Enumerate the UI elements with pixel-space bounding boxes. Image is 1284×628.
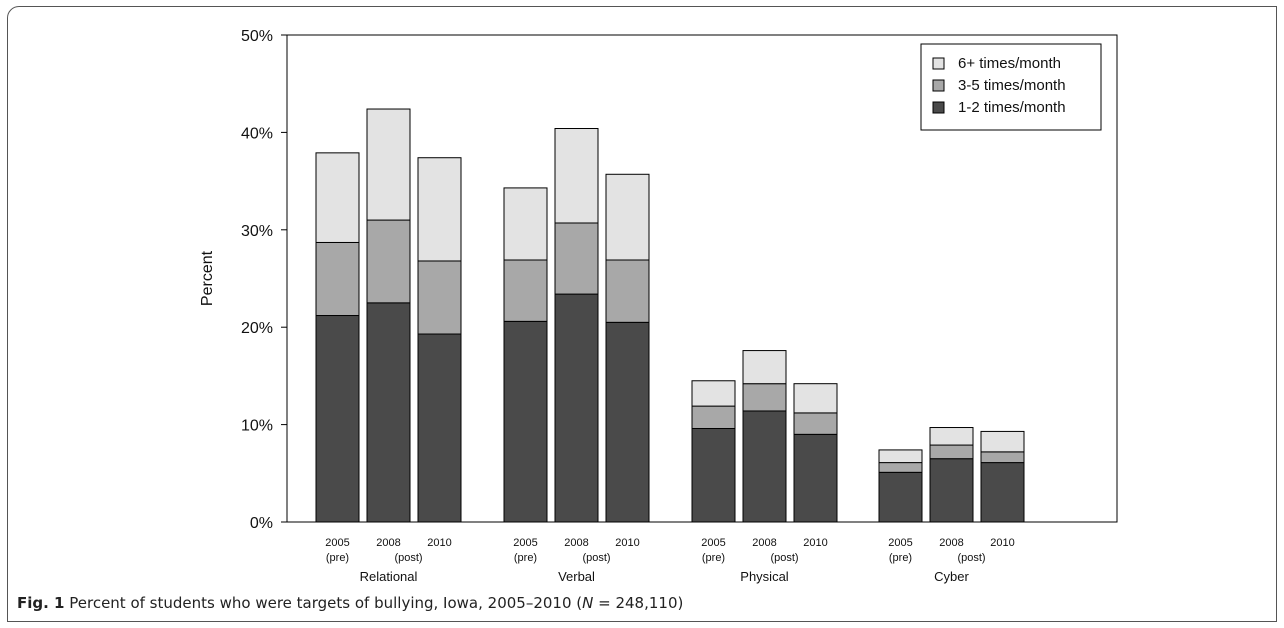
bar-segment-relational-2008-s0: [366, 302, 411, 523]
y-tick-label: 0%: [250, 515, 273, 532]
bar-segment-verbal-2010-s1: [605, 259, 650, 323]
bar-segment-cyber-2008-s2: [929, 427, 974, 446]
bar-year-label: 2005: [888, 537, 912, 549]
y-axis-label: Percent: [199, 250, 216, 306]
bar-period-label: (pre): [514, 552, 537, 564]
bar-segment-relational-2010-s1: [417, 260, 462, 335]
bar-segment-verbal-2005-s0: [503, 320, 548, 523]
bar-year-label: 2008: [376, 537, 400, 549]
y-tick-label: 20%: [241, 320, 273, 337]
bar-segment-verbal-2005-s2: [503, 187, 548, 261]
bar-segment-verbal-2008-s0: [554, 293, 599, 523]
bar-period-label: (pre): [702, 552, 725, 564]
bar-segment-relational-2008-s2: [366, 108, 411, 221]
bar-segment-physical-2008-s0: [742, 410, 787, 523]
caption-n-symbol: N: [582, 594, 594, 612]
bar-period-label: (post): [394, 552, 422, 564]
bar-year-label: 2008: [564, 537, 588, 549]
bar-year-label: 2010: [803, 537, 827, 549]
bar-segment-physical-2010-s2: [793, 383, 838, 414]
bar-segment-cyber-2005-s1: [878, 462, 923, 473]
bar-segment-physical-2010-s1: [793, 412, 838, 435]
group-label-verbal: Verbal: [558, 569, 595, 584]
bar-year-label: 2008: [939, 537, 963, 549]
group-label-relational: Relational: [360, 569, 418, 584]
figure-caption: Fig. 1 Percent of students who were targ…: [17, 594, 683, 612]
bar-year-label: 2010: [615, 537, 639, 549]
legend-label: 1-2 times/month: [958, 99, 1066, 116]
bar-year-label: 2010: [990, 537, 1014, 549]
bar-segment-physical-2005-s0: [691, 427, 736, 523]
bar-period-label: (post): [770, 552, 798, 564]
bar-segment-cyber-2008-s0: [929, 458, 974, 523]
bar-period-label: (pre): [889, 552, 912, 564]
group-label-physical: Physical: [740, 569, 789, 584]
bar-segment-verbal-2005-s1: [503, 259, 548, 322]
bar-segment-relational-2005-s1: [315, 241, 360, 317]
bar-year-label: 2005: [325, 537, 349, 549]
bar-segment-relational-2010-s2: [417, 157, 462, 262]
bar-segment-verbal-2010-s0: [605, 321, 650, 523]
bar-segment-verbal-2008-s2: [554, 128, 599, 224]
bar-segment-physical-2005-s2: [691, 380, 736, 407]
figure-frame: [7, 6, 1277, 622]
caption-text: Percent of students who were targets of …: [64, 594, 583, 612]
bar-period-label: (post): [957, 552, 985, 564]
bar-year-label: 2010: [427, 537, 451, 549]
legend-label: 6+ times/month: [958, 55, 1061, 72]
y-tick-label: 40%: [241, 125, 273, 142]
legend-box: [920, 43, 1102, 131]
y-tick-label: 50%: [241, 28, 273, 45]
stacked-bar-chart: 0% 10% 20% 30% 40% 50% Percent 2005 (pre) 2008 (po…: [199, 28, 1118, 584]
bar-segment-relational-2008-s1: [366, 219, 411, 304]
bar-segment-verbal-2010-s2: [605, 173, 650, 261]
bar-segment-physical-2005-s1: [691, 405, 736, 429]
group-label-cyber: Cyber: [934, 569, 969, 584]
bar-segment-cyber-2008-s1: [929, 444, 974, 460]
legend-swatch: [932, 57, 945, 70]
y-tick-label: 10%: [241, 418, 273, 435]
bar-year-label: 2008: [752, 537, 776, 549]
figure-label: Fig. 1: [17, 594, 65, 612]
bar-segment-physical-2010-s0: [793, 433, 838, 523]
bar-segment-physical-2008-s2: [742, 350, 787, 385]
bar-period-label: (post): [582, 552, 610, 564]
bar-year-label: 2005: [513, 537, 537, 549]
y-tick-label: 30%: [241, 223, 273, 240]
bar-segment-cyber-2005-s2: [878, 449, 923, 464]
bar-segment-cyber-2010-s0: [980, 462, 1025, 523]
bar-segment-cyber-2005-s0: [878, 471, 923, 523]
bar-segment-relational-2010-s0: [417, 333, 462, 523]
bar-segment-cyber-2010-s2: [980, 430, 1025, 453]
bar-segment-physical-2008-s1: [742, 383, 787, 412]
legend-label: 3-5 times/month: [958, 77, 1066, 94]
legend-swatch: [932, 101, 945, 114]
bar-year-label: 2005: [701, 537, 725, 549]
bar-segment-cyber-2010-s1: [980, 451, 1025, 464]
bar-segment-relational-2005-s2: [315, 152, 360, 243]
bar-segment-verbal-2008-s1: [554, 222, 599, 295]
bar-period-label: (pre): [326, 552, 349, 564]
bar-segment-relational-2005-s0: [315, 315, 360, 523]
legend-swatch: [932, 79, 945, 92]
caption-n-value: = 248,110): [593, 594, 684, 612]
